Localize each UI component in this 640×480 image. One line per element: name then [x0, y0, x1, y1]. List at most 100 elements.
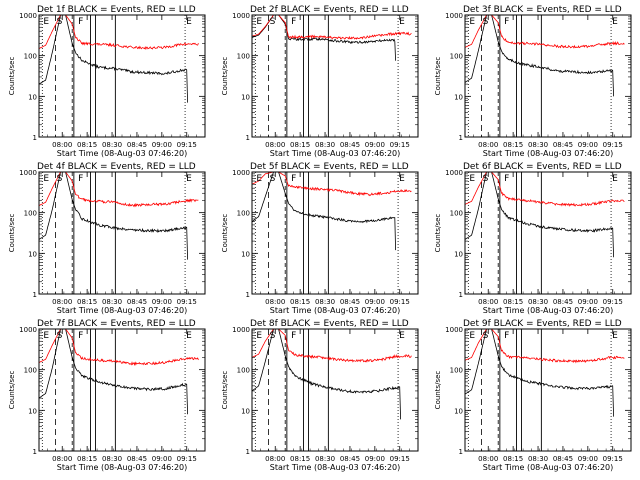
y-tick-label: 100 — [24, 53, 37, 61]
marker-letter-e: E — [256, 331, 262, 341]
marker-letter-f: F — [78, 17, 83, 27]
events-series-line — [39, 329, 188, 415]
x-tick-label: 08:15 — [77, 141, 97, 149]
y-tick-label: 1000 — [445, 12, 463, 20]
plot-frame — [251, 171, 419, 295]
x-tick-label: 09:15 — [177, 141, 197, 149]
y-tick-label: 10 — [28, 250, 37, 258]
panel-title: Det 9f BLACK = Events, RED = LLD — [463, 319, 622, 329]
marker-letter-e: E — [399, 17, 405, 27]
x-tick-label: 08:00 — [52, 141, 72, 149]
x-tick-label: 08:45 — [127, 298, 147, 306]
y-tick-label: 1000 — [19, 169, 37, 177]
panel-det-8: Det 8f BLACK = Events, RED = LLD 1 10 100 10… — [221, 319, 419, 472]
marker-letter-e: E — [43, 17, 49, 27]
x-tick-label: 09:00 — [578, 298, 598, 306]
y-tick-label: 10 — [241, 250, 250, 258]
x-axis-label: Start Time (08-Aug-03 07:46:20) — [270, 463, 401, 472]
marker-letter-f: F — [291, 17, 296, 27]
y-axis-label: Counts/sec — [221, 214, 229, 253]
panel-det-5: Det 5f BLACK = Events, RED = LLD 1 10 100 10… — [221, 162, 419, 315]
y-tick-label: 1 — [33, 134, 37, 142]
y-tick-label: 1 — [459, 134, 463, 142]
x-tick-label: 08:00 — [265, 455, 285, 463]
y-tick-label: 1 — [33, 291, 37, 299]
panel-title: Det 3f BLACK = Events, RED = LLD — [463, 5, 622, 15]
plot-frame — [251, 328, 419, 452]
y-tick-label: 1000 — [232, 326, 250, 334]
y-tick-label: 1000 — [19, 326, 37, 334]
x-tick-label: 08:45 — [127, 455, 147, 463]
marker-letter-f: F — [78, 331, 83, 341]
y-axis-label: Counts/sec — [221, 57, 229, 96]
plot-frame — [464, 14, 632, 138]
marker-letter-f: F — [504, 174, 509, 184]
lld-series-line — [465, 329, 625, 364]
x-tick-label: 08:15 — [77, 298, 97, 306]
plot-frame — [38, 14, 206, 138]
y-axis-label: Counts/sec — [8, 371, 16, 410]
x-axis-label: Start Time (08-Aug-03 07:46:20) — [270, 306, 401, 315]
x-tick-label: 08:00 — [265, 298, 285, 306]
marker-letter-s: S — [270, 174, 276, 184]
x-tick-label: 08:45 — [553, 455, 573, 463]
events-series-line — [465, 15, 614, 97]
x-tick-label: 09:00 — [365, 455, 385, 463]
marker-letter-f: F — [78, 174, 83, 184]
marker-letter-e: E — [186, 17, 192, 27]
x-tick-label: 08:00 — [52, 298, 72, 306]
lld-series-line — [252, 172, 412, 197]
panel-title: Det 6f BLACK = Events, RED = LLD — [463, 162, 622, 172]
x-tick-label: 08:30 — [528, 298, 548, 306]
x-tick-label: 08:45 — [127, 141, 147, 149]
plot-frame — [464, 171, 632, 295]
x-tick-label: 09:15 — [390, 141, 410, 149]
events-series-line — [39, 15, 188, 103]
x-tick-label: 08:15 — [77, 455, 97, 463]
panel-title: Det 4f BLACK = Events, RED = LLD — [37, 162, 196, 172]
x-tick-label: 08:30 — [528, 455, 548, 463]
marker-letter-s: S — [270, 17, 276, 27]
events-series-line — [465, 329, 614, 417]
y-tick-label: 1 — [33, 448, 37, 456]
marker-letter-e: E — [256, 174, 262, 184]
marker-letter-s: S — [483, 17, 489, 27]
y-axis-label: Counts/sec — [8, 57, 16, 96]
lld-series-line — [252, 15, 412, 40]
plot-frame — [251, 14, 419, 138]
y-tick-label: 1000 — [232, 169, 250, 177]
x-tick-label: 08:15 — [503, 455, 523, 463]
x-tick-label: 08:30 — [315, 298, 335, 306]
marker-letter-e: E — [612, 331, 618, 341]
marker-letter-s: S — [483, 331, 489, 341]
panel-det-1: Det 1f BLACK = Events, RED = LLD 1 10 100 10… — [8, 5, 206, 158]
y-axis-label: Counts/sec — [434, 57, 442, 96]
x-axis-label: Start Time (08-Aug-03 07:46:20) — [57, 463, 188, 472]
marker-letter-f: F — [504, 17, 509, 27]
x-tick-label: 09:00 — [365, 141, 385, 149]
x-tick-label: 09:00 — [365, 298, 385, 306]
events-series-line — [39, 172, 188, 260]
lld-series-line — [39, 15, 199, 51]
y-tick-label: 1 — [459, 291, 463, 299]
x-tick-label: 08:45 — [340, 455, 360, 463]
lld-series-line — [39, 172, 199, 208]
x-tick-label: 08:30 — [102, 141, 122, 149]
marker-letter-s: S — [483, 174, 489, 184]
marker-letter-e: E — [43, 331, 49, 341]
x-tick-label: 08:15 — [290, 455, 310, 463]
marker-letter-f: F — [291, 174, 296, 184]
x-tick-label: 09:00 — [152, 141, 172, 149]
x-tick-label: 08:00 — [265, 141, 285, 149]
events-series-line — [252, 329, 401, 420]
panel-title: Det 7f BLACK = Events, RED = LLD — [37, 319, 196, 329]
y-tick-label: 1 — [246, 448, 250, 456]
y-axis-label: Counts/sec — [8, 214, 16, 253]
marker-letter-e: E — [469, 331, 475, 341]
y-tick-label: 100 — [450, 53, 463, 61]
x-tick-label: 09:15 — [390, 455, 410, 463]
x-tick-label: 08:00 — [478, 298, 498, 306]
x-tick-label: 08:30 — [528, 141, 548, 149]
x-tick-label: 09:15 — [603, 141, 623, 149]
